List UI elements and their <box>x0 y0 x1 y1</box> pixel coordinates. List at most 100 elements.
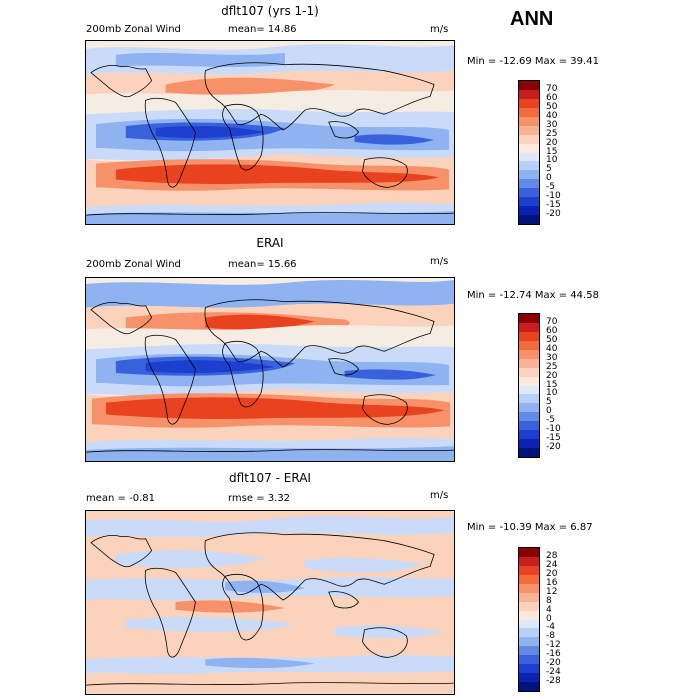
contour-fill <box>86 511 454 694</box>
panel-3-rmse: rmse = 3.32 <box>228 493 291 504</box>
colorbar-swatch <box>519 143 539 153</box>
colorbar-swatch <box>519 548 539 557</box>
colorbar-swatch <box>519 610 539 620</box>
colorbar-tick-label: 0 <box>546 613 552 624</box>
panel-3-colorbar <box>518 547 540 692</box>
colorbar-tick-label: 70 <box>546 83 558 94</box>
colorbar-swatch <box>519 430 539 440</box>
colorbar-tick-label: 10 <box>546 388 558 399</box>
colorbar-tick-label: 28 <box>546 550 558 561</box>
colorbar-swatch <box>519 322 539 332</box>
colorbar-tick-label: -10 <box>546 424 561 435</box>
colorbar-tick-label: 50 <box>546 334 558 345</box>
colorbar-tick-label: -15 <box>546 200 561 211</box>
colorbar-tick-label: 5 <box>546 397 552 408</box>
colorbar-tick-label: -24 <box>546 667 561 678</box>
panel-1-variable-label: 200mb Zonal Wind <box>86 24 181 35</box>
panel-3-map <box>85 510 455 695</box>
colorbar-swatch <box>519 682 539 691</box>
colorbar-swatch <box>519 592 539 602</box>
colorbar-swatch <box>519 637 539 647</box>
colorbar-swatch <box>519 385 539 395</box>
panel-3-units: m/s <box>430 490 449 501</box>
colorbar-swatch <box>519 188 539 198</box>
panel-1-title: dflt107 (yrs 1-1) <box>221 4 319 18</box>
colorbar-tick-label: 60 <box>546 325 558 336</box>
colorbar-tick-label: 12 <box>546 586 558 597</box>
colorbar-tick-label: 8 <box>546 595 552 606</box>
colorbar-swatch <box>519 107 539 117</box>
colorbar-swatch <box>519 206 539 216</box>
colorbar-swatch <box>519 376 539 386</box>
panel-2-colorbar <box>518 313 540 458</box>
colorbar-swatch <box>519 394 539 404</box>
panel-2-units: m/s <box>430 256 449 267</box>
colorbar-swatch <box>519 646 539 656</box>
colorbar-tick-label: -20 <box>546 442 561 453</box>
colorbar-swatch <box>519 583 539 593</box>
season-label: ANN <box>510 8 554 30</box>
colorbar-swatch <box>519 170 539 180</box>
contour-fill <box>86 278 454 461</box>
colorbar-tick-label: -8 <box>546 631 555 642</box>
colorbar-tick-label: 15 <box>546 146 558 157</box>
colorbar-tick-label: 4 <box>546 604 552 615</box>
colorbar-swatch <box>519 619 539 629</box>
contour-fill <box>86 41 454 224</box>
panel-3-title: dflt107 - ERAI <box>229 471 311 485</box>
colorbar-tick-label: -10 <box>546 191 561 202</box>
colorbar-tick-label: -5 <box>546 415 555 426</box>
colorbar-tick-label: 30 <box>546 119 558 130</box>
colorbar-tick-label: 60 <box>546 92 558 103</box>
colorbar-tick-label: 10 <box>546 155 558 166</box>
colorbar-swatch <box>519 556 539 566</box>
colorbar-tick-label: -20 <box>546 209 561 220</box>
coastlines <box>86 299 454 453</box>
colorbar-swatch <box>519 673 539 683</box>
panel-2-mean: mean= 15.66 <box>228 259 297 270</box>
colorbar-swatch <box>519 628 539 638</box>
colorbar-tick-label: 15 <box>546 379 558 390</box>
colorbar-swatch <box>519 448 539 457</box>
colorbar-swatch <box>519 98 539 108</box>
colorbar-tick-label: 25 <box>546 128 558 139</box>
colorbar-swatch <box>519 340 539 350</box>
panel-1-minmax: Min = -12.69 Max = 39.41 <box>467 56 599 67</box>
colorbar-tick-label: 0 <box>546 173 552 184</box>
panel-2-map <box>85 277 455 462</box>
colorbar-swatch <box>519 331 539 341</box>
panel-3-mean: mean = -0.81 <box>86 493 155 504</box>
colorbar-swatch <box>519 81 539 90</box>
colorbar-swatch <box>519 421 539 431</box>
colorbar-swatch <box>519 664 539 674</box>
colorbar-tick-label: -15 <box>546 433 561 444</box>
panel-1-units: m/s <box>430 24 449 35</box>
colorbar-swatch <box>519 655 539 665</box>
panel-2-minmax: Min = -12.74 Max = 44.58 <box>467 290 599 301</box>
panel-1-colorbar <box>518 80 540 225</box>
colorbar-tick-label: 5 <box>546 164 552 175</box>
panel-3-minmax: Min = -10.39 Max = 6.87 <box>467 522 593 533</box>
panel-2-variable-label: 200mb Zonal Wind <box>86 259 181 270</box>
colorbar-tick-label: 40 <box>546 110 558 121</box>
colorbar-tick-label: -5 <box>546 182 555 193</box>
colorbar-tick-label: -4 <box>546 622 555 633</box>
colorbar-tick-label: 30 <box>546 352 558 363</box>
colorbar-swatch <box>519 367 539 377</box>
colorbar-tick-label: 16 <box>546 577 558 588</box>
colorbar-tick-label: 24 <box>546 559 558 570</box>
colorbar-swatch <box>519 179 539 189</box>
colorbar-tick-label: 0 <box>546 406 552 417</box>
colorbar-swatch <box>519 349 539 359</box>
colorbar-tick-label: 70 <box>546 316 558 327</box>
colorbar-tick-label: -16 <box>546 649 561 660</box>
colorbar-swatch <box>519 439 539 449</box>
coastlines <box>86 62 454 216</box>
colorbar-swatch <box>519 358 539 368</box>
colorbar-tick-label: 20 <box>546 568 558 579</box>
colorbar-tick-label: 40 <box>546 343 558 354</box>
colorbar-swatch <box>519 601 539 611</box>
colorbar-swatch <box>519 412 539 422</box>
colorbar-swatch <box>519 116 539 126</box>
colorbar-swatch <box>519 403 539 413</box>
